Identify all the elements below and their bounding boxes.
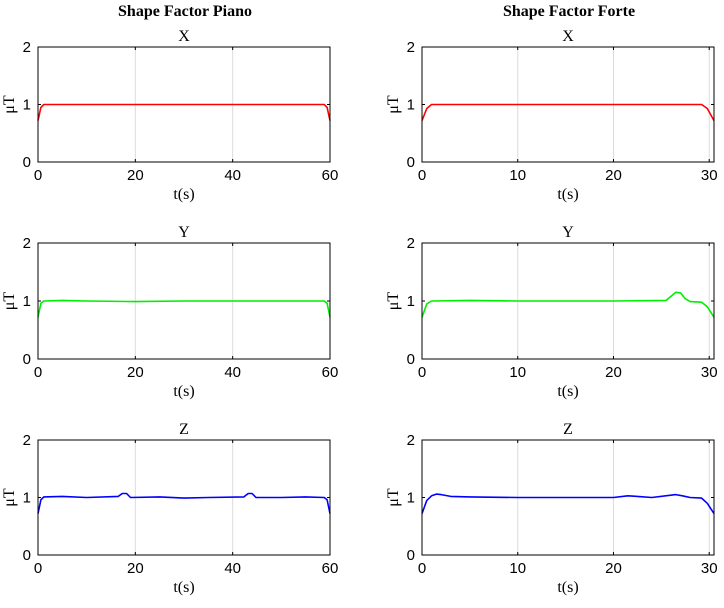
x-tick-label: 30 bbox=[701, 364, 718, 381]
y-tick-label: 2 bbox=[23, 235, 31, 252]
x-tick-label: 0 bbox=[418, 560, 426, 577]
x-tick-label: 0 bbox=[418, 364, 426, 381]
x-tick-label: 60 bbox=[322, 167, 339, 184]
x-axis-label: t(s) bbox=[557, 186, 578, 203]
y-tick-label: 0 bbox=[23, 547, 31, 564]
x-tick-label: 30 bbox=[701, 167, 718, 184]
subplot-x-forte: 0 10 20 30 0 1 2 Xt(s) μT bbox=[385, 28, 718, 203]
x-tick-label: 0 bbox=[34, 364, 42, 381]
y-tick-label: 0 bbox=[407, 154, 415, 171]
y-tick-label: 2 bbox=[23, 432, 31, 449]
x-axis-label: t(s) bbox=[557, 383, 578, 400]
y-tick-label: 0 bbox=[23, 154, 31, 171]
x-tick-label: 40 bbox=[224, 560, 241, 577]
x-tick-label: 10 bbox=[509, 560, 526, 577]
y-tick-label: 2 bbox=[407, 235, 415, 252]
x-axis-label: t(s) bbox=[557, 579, 578, 596]
subplot-x-piano: 0 20 40 60 0 1 2 Xt(s) μT bbox=[1, 28, 338, 203]
y-tick-label: 1 bbox=[407, 490, 415, 507]
y-tick-label: 0 bbox=[23, 351, 31, 368]
y-tick-label: 1 bbox=[407, 97, 415, 114]
subplot-title: X bbox=[178, 28, 190, 45]
x-tick-label: 20 bbox=[605, 167, 622, 184]
y-axis-label: μT bbox=[1, 488, 18, 507]
data-series-line bbox=[421, 103, 715, 121]
x-tick-label: 20 bbox=[605, 560, 622, 577]
x-tick-label: 10 bbox=[509, 364, 526, 381]
subplot-y-forte: 0 10 20 30 0 1 2 Yt(s) μT bbox=[385, 224, 718, 400]
subplot-title: Y bbox=[562, 224, 574, 241]
y-tick-label: 0 bbox=[407, 547, 415, 564]
x-tick-label: 20 bbox=[127, 560, 144, 577]
x-axis-label: t(s) bbox=[173, 383, 194, 400]
column-title-piano: Shape Factor Piano bbox=[118, 3, 252, 20]
subplot-y-piano: 0 20 40 60 0 1 2 Yt(s) μT bbox=[1, 224, 338, 400]
y-tick-label: 1 bbox=[407, 293, 415, 310]
x-tick-label: 10 bbox=[509, 167, 526, 184]
x-tick-label: 60 bbox=[322, 560, 339, 577]
y-tick-label: 2 bbox=[407, 39, 415, 56]
subplot-title: Z bbox=[179, 421, 189, 438]
x-tick-label: 0 bbox=[418, 167, 426, 184]
subplot-title: X bbox=[562, 28, 574, 45]
subplot-z-piano: 0 20 40 60 0 1 2 Zt(s) μT bbox=[1, 421, 338, 596]
y-tick-label: 1 bbox=[23, 293, 31, 310]
data-series-line bbox=[37, 103, 331, 121]
x-tick-label: 0 bbox=[34, 560, 42, 577]
subplot-title: Z bbox=[563, 421, 573, 438]
x-tick-label: 20 bbox=[127, 364, 144, 381]
data-series-line bbox=[37, 299, 331, 318]
y-axis-label: μT bbox=[1, 292, 18, 311]
y-tick-label: 2 bbox=[407, 432, 415, 449]
y-tick-label: 2 bbox=[23, 39, 31, 56]
y-tick-label: 1 bbox=[23, 490, 31, 507]
x-tick-label: 40 bbox=[224, 167, 241, 184]
column-title-forte: Shape Factor Forte bbox=[503, 3, 635, 20]
y-tick-label: 1 bbox=[23, 97, 31, 114]
y-axis-label: μT bbox=[1, 95, 18, 114]
x-axis-label: t(s) bbox=[173, 579, 194, 596]
y-tick-label: 0 bbox=[407, 351, 415, 368]
subplot-title: Y bbox=[178, 224, 190, 241]
x-axis-label: t(s) bbox=[173, 186, 194, 203]
x-tick-label: 60 bbox=[322, 364, 339, 381]
x-tick-label: 40 bbox=[224, 364, 241, 381]
y-axis-label: μT bbox=[385, 292, 402, 311]
data-series-line bbox=[421, 493, 715, 515]
y-axis-label: μT bbox=[385, 488, 402, 507]
x-tick-label: 20 bbox=[127, 167, 144, 184]
x-tick-label: 30 bbox=[701, 560, 718, 577]
x-tick-label: 20 bbox=[605, 364, 622, 381]
data-series-line bbox=[37, 492, 331, 514]
x-tick-label: 0 bbox=[34, 167, 42, 184]
y-axis-label: μT bbox=[385, 95, 402, 114]
subplot-z-forte: 0 10 20 30 0 1 2 Zt(s) μT bbox=[385, 421, 718, 596]
data-series-line bbox=[421, 291, 715, 318]
